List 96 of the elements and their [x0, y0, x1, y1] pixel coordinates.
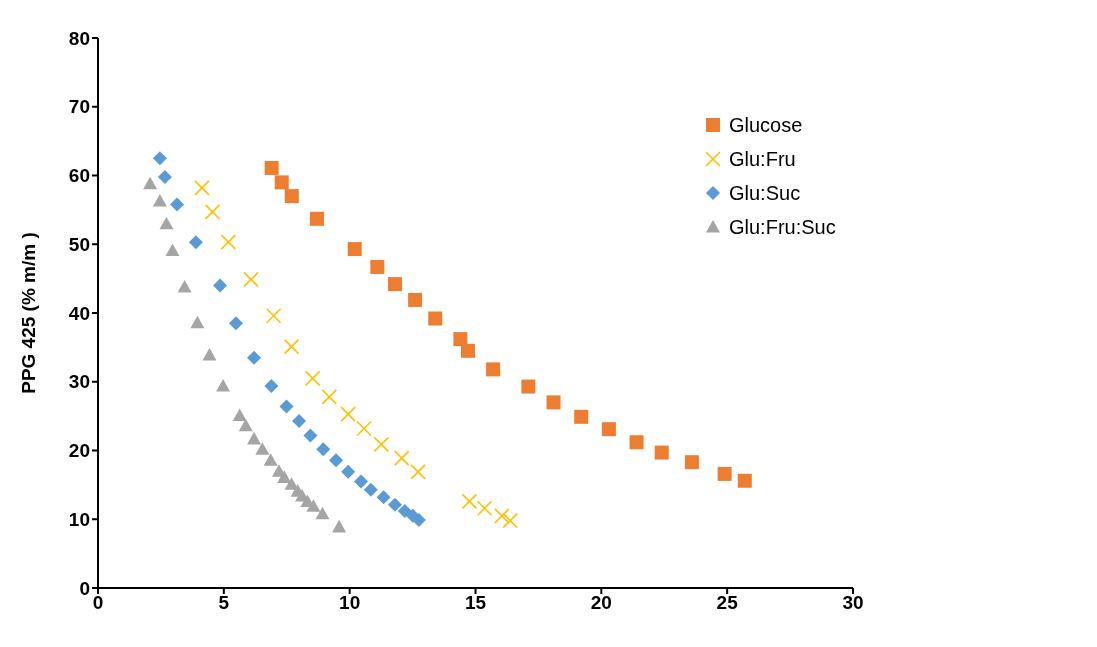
x-tick-label: 20 — [590, 592, 612, 614]
legend-label: Glu:Fru — [729, 147, 796, 171]
point — [341, 464, 356, 479]
point — [255, 442, 270, 455]
y-axis-title: PPG 425 (% m/m ) — [17, 232, 39, 394]
point — [243, 271, 259, 288]
point — [546, 395, 561, 410]
point — [629, 435, 644, 450]
point — [306, 499, 321, 512]
point — [264, 160, 279, 175]
point — [321, 389, 338, 405]
legend-label: Glu:Fru:Suc — [729, 215, 836, 239]
point — [370, 259, 385, 274]
point — [574, 409, 589, 424]
point — [152, 193, 167, 207]
point — [247, 350, 262, 365]
point — [486, 362, 501, 377]
point — [684, 455, 699, 470]
point — [177, 279, 192, 293]
y-tick-label: 80 — [68, 27, 90, 49]
point — [263, 453, 278, 466]
point — [190, 315, 205, 329]
point — [216, 378, 231, 392]
point — [410, 464, 426, 480]
point — [202, 347, 217, 361]
point — [157, 169, 172, 184]
point — [274, 175, 289, 190]
point — [347, 242, 362, 257]
x-tick-label: 15 — [464, 592, 487, 614]
x-tick-label: 30 — [842, 592, 864, 614]
point — [601, 422, 616, 437]
point — [265, 307, 282, 324]
y-tick-label: 0 — [79, 577, 90, 599]
point — [397, 504, 412, 518]
y-tick-label: 40 — [68, 302, 90, 324]
y-tick-label: 70 — [68, 96, 90, 118]
x-tick-label: 0 — [92, 592, 104, 614]
point — [247, 431, 262, 445]
point — [213, 278, 228, 293]
point — [717, 466, 732, 481]
y-tick-label: 30 — [68, 371, 90, 393]
point — [143, 176, 158, 190]
point — [232, 408, 247, 422]
point — [737, 473, 752, 488]
point — [204, 204, 221, 220]
point — [363, 482, 378, 497]
y-tick-label: 60 — [68, 165, 90, 187]
x-tick-label: 10 — [339, 592, 361, 614]
point — [476, 500, 493, 517]
legend-label: Glu:Suc — [729, 181, 801, 205]
point — [316, 442, 331, 457]
point — [303, 428, 318, 443]
y-tick-label: 10 — [68, 508, 90, 530]
point — [521, 379, 536, 394]
point — [264, 378, 279, 393]
point — [188, 235, 203, 250]
point — [194, 180, 210, 196]
point — [356, 420, 372, 437]
point — [353, 474, 368, 489]
point — [238, 418, 253, 432]
point — [502, 512, 519, 529]
point — [428, 311, 443, 326]
legend-label: Glucose — [729, 113, 803, 137]
point — [279, 399, 294, 414]
point — [411, 512, 426, 527]
point — [152, 151, 167, 166]
point — [453, 332, 468, 347]
point — [292, 413, 307, 428]
point — [654, 445, 669, 460]
point — [277, 470, 292, 483]
point — [408, 292, 423, 307]
y-tick-label: 50 — [68, 233, 90, 255]
point — [387, 497, 402, 512]
point — [494, 508, 510, 524]
point — [165, 243, 180, 257]
point — [284, 189, 299, 204]
y-tick-label: 20 — [68, 440, 90, 462]
point — [309, 211, 324, 226]
point — [376, 490, 391, 505]
point — [315, 506, 330, 520]
point — [228, 316, 243, 331]
point — [283, 338, 300, 355]
point — [460, 343, 475, 358]
point — [332, 519, 347, 533]
x-tick-label: 25 — [716, 592, 739, 614]
point — [373, 436, 390, 453]
point — [387, 277, 402, 292]
point — [340, 406, 356, 422]
point — [329, 453, 344, 468]
point — [393, 450, 410, 466]
point — [461, 493, 478, 510]
x-tick-label: 5 — [218, 592, 230, 614]
point — [170, 197, 185, 212]
point — [304, 370, 321, 387]
point — [220, 234, 237, 250]
point — [159, 216, 174, 230]
